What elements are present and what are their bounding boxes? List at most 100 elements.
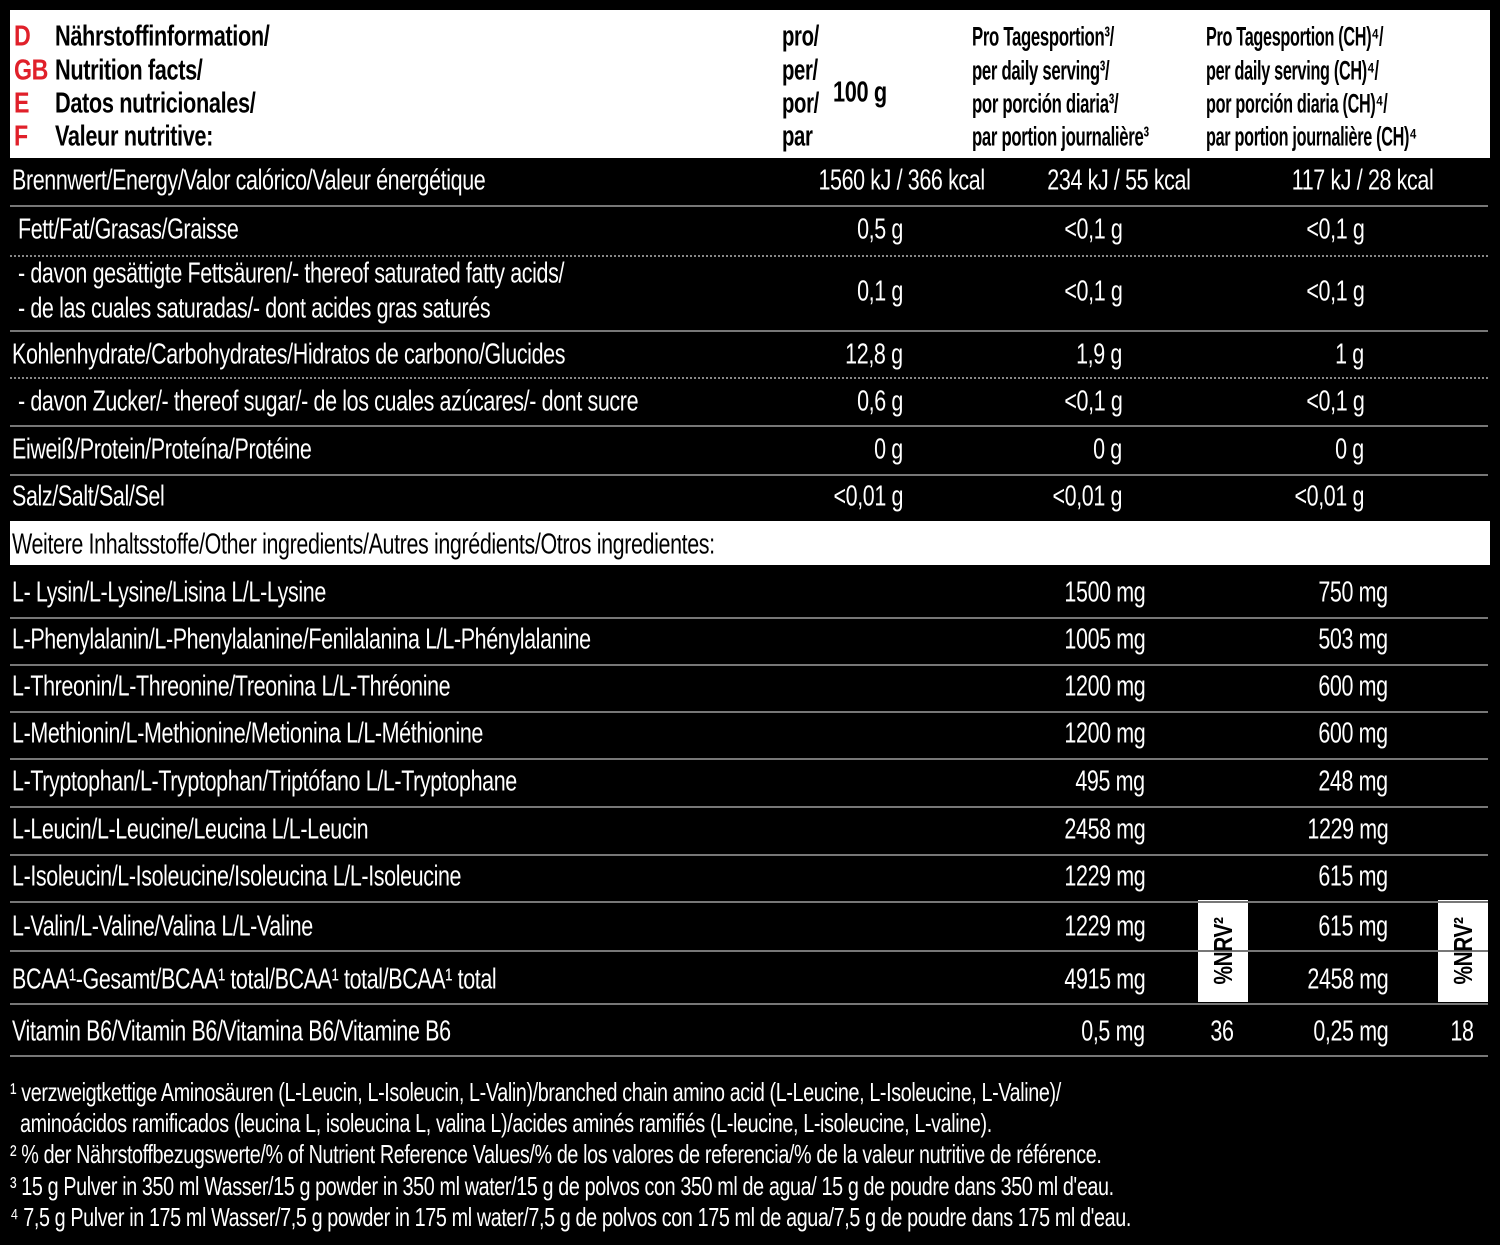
nutrient-label: Kohlenhydrate/Carbohydrates/Hidratos de … xyxy=(12,338,566,371)
language-code: GB xyxy=(14,54,48,87)
nutrient-label: - davon gesättigte Fettsäuren/- thereof … xyxy=(18,257,565,290)
per-label: por/ xyxy=(782,87,819,120)
value-daily: 1200 mg xyxy=(1064,670,1145,703)
header-label: Nährstoffinformation/ xyxy=(55,20,270,53)
value-daily-ch: 0,25 mg xyxy=(1313,1015,1388,1048)
nrv-daily: 36 xyxy=(1210,1015,1234,1048)
section-band xyxy=(10,521,1490,565)
value-daily-ch: 0 g xyxy=(1335,433,1364,466)
nutrient-label: - davon Zucker/- thereof sugar/- de los … xyxy=(18,385,639,418)
value-daily-ch: 1229 mg xyxy=(1307,813,1388,846)
footnote: ¹ verzweigtkettige Aminosäuren (L-Leucin… xyxy=(10,1077,1061,1107)
value-per-100g: 12,8 g xyxy=(845,338,904,371)
per-label: pro/ xyxy=(782,20,819,53)
header-label: Datos nutricionales/ xyxy=(55,87,256,120)
ingredient-label: L-Tryptophan/L-Tryptophan/Triptófano L/L… xyxy=(12,765,517,798)
daily-ch-header: per daily serving (CH)⁴/ xyxy=(1206,55,1379,86)
nutrient-label: Brennwert/Energy/Valor calórico/Valeur é… xyxy=(12,164,486,197)
daily-ch-header: Pro Tagesportion (CH)⁴/ xyxy=(1206,21,1384,52)
nutrient-label: Eiweiß/Protein/Proteína/Protéine xyxy=(12,433,312,466)
value-daily: 1200 mg xyxy=(1064,717,1145,750)
row-separator xyxy=(10,377,1488,379)
row-separator xyxy=(10,950,1488,952)
row-separator xyxy=(10,1003,1488,1005)
ingredient-label: Vitamin B6/Vitamin B6/Vitamina B6/Vitami… xyxy=(12,1015,451,1048)
ingredient-label: BCAA¹-Gesamt/BCAA¹ total/BCAA¹ total/BCA… xyxy=(12,963,497,996)
ingredient-label: L-Valin/L-Valine/Valina L/L-Valine xyxy=(12,910,313,943)
value-daily-ch: 1 g xyxy=(1335,338,1364,371)
daily-header: por porción diaria³/ xyxy=(972,88,1119,119)
ingredient-label: L- Lysin/L-Lysine/Lisina L/L-Lysine xyxy=(12,576,326,609)
value-daily: 1,9 g xyxy=(1076,338,1122,371)
value-daily-ch: 117 kJ / 28 kcal xyxy=(1291,164,1433,197)
value-daily: 0,5 mg xyxy=(1081,1015,1146,1048)
value-per-100g: 0,5 g xyxy=(857,213,903,246)
value-daily: 1229 mg xyxy=(1064,860,1145,893)
value-daily-ch: 615 mg xyxy=(1318,910,1389,943)
value-daily: 495 mg xyxy=(1075,765,1146,798)
value-daily: 4915 mg xyxy=(1064,963,1145,996)
per-label: par xyxy=(782,120,813,153)
value-daily-ch: <0,1 g xyxy=(1305,213,1364,246)
value-daily: 234 kJ / 55 kcal xyxy=(1046,164,1191,197)
language-code: D xyxy=(14,20,31,53)
row-separator xyxy=(10,205,1488,207)
section-title: Weitere Inhaltsstoffe/Other ingredients/… xyxy=(12,528,715,561)
daily-header: Pro Tagesportion³/ xyxy=(972,21,1114,52)
daily-ch-header: por porción diaria (CH)⁴/ xyxy=(1206,88,1388,119)
footnote: aminoácidos ramificados (leucina L, isol… xyxy=(20,1108,992,1138)
header-box xyxy=(10,10,1490,158)
row-separator xyxy=(10,425,1488,427)
value-per-100g: 0,1 g xyxy=(857,275,903,308)
row-separator xyxy=(10,474,1488,476)
value-daily-ch: 248 mg xyxy=(1318,765,1389,798)
row-separator xyxy=(10,758,1488,760)
nrv-header: %NRV² xyxy=(1448,917,1478,985)
value-daily: 0 g xyxy=(1093,433,1122,466)
row-separator xyxy=(10,330,1488,332)
value-per-100g: <0,01 g xyxy=(833,480,903,513)
row-separator xyxy=(10,255,1488,257)
value-daily-ch: 615 mg xyxy=(1318,860,1389,893)
value-daily: 1229 mg xyxy=(1064,910,1145,943)
ingredient-label: L-Isoleucin/L-Isoleucine/Isoleucina L/L-… xyxy=(12,860,462,893)
amount-header: 100 g xyxy=(833,76,887,109)
value-daily: 1500 mg xyxy=(1064,576,1145,609)
value-daily: 1005 mg xyxy=(1064,623,1145,656)
value-daily: <0,1 g xyxy=(1063,385,1122,418)
ingredient-label: L-Methionin/L-Methionine/Metionina L/L-M… xyxy=(12,717,483,750)
language-code: F xyxy=(14,120,28,153)
value-daily-ch: 600 mg xyxy=(1318,670,1389,703)
footnote: ⁴ 7,5 g Pulver in 175 ml Wasser/7,5 g po… xyxy=(10,1202,1131,1232)
per-label: per/ xyxy=(782,54,818,87)
row-separator xyxy=(10,854,1488,856)
header-label: Nutrition facts/ xyxy=(55,54,203,87)
row-separator xyxy=(10,711,1488,713)
value-per-100g: 0,6 g xyxy=(857,385,903,418)
row-separator xyxy=(10,1055,1488,1057)
value-per-100g: 0 g xyxy=(874,433,903,466)
nrv-ch: 18 xyxy=(1450,1015,1474,1048)
footnote: ³ 15 g Pulver in 350 ml Wasser/15 g powd… xyxy=(10,1171,1114,1201)
value-per-100g: 1560 kJ / 366 kcal xyxy=(818,164,986,197)
daily-header: per daily serving³/ xyxy=(972,55,1110,86)
value-daily: <0,1 g xyxy=(1063,275,1122,308)
language-code: E xyxy=(14,87,30,120)
value-daily-ch: 503 mg xyxy=(1318,623,1389,656)
row-separator xyxy=(10,806,1488,808)
nutrient-label: Salz/Salt/Sal/Sel xyxy=(12,480,165,513)
value-daily-ch: <0,1 g xyxy=(1305,275,1364,308)
nutrient-label: Fett/Fat/Grasas/Graisse xyxy=(18,213,239,246)
value-daily-ch: <0,01 g xyxy=(1294,480,1364,513)
row-separator xyxy=(10,901,1488,903)
nrv-header: %NRV² xyxy=(1208,917,1238,985)
value-daily: <0,01 g xyxy=(1052,480,1122,513)
value-daily-ch: 600 mg xyxy=(1318,717,1389,750)
ingredient-label: L-Leucin/L-Leucine/Leucina L/L-Leucin xyxy=(12,813,369,846)
daily-ch-header: par portion journalière (CH)⁴ xyxy=(1206,121,1417,152)
value-daily-ch: 750 mg xyxy=(1318,576,1389,609)
value-daily-ch: <0,1 g xyxy=(1305,385,1364,418)
header-label: Valeur nutritive: xyxy=(55,120,214,153)
value-daily-ch: 2458 mg xyxy=(1307,963,1388,996)
